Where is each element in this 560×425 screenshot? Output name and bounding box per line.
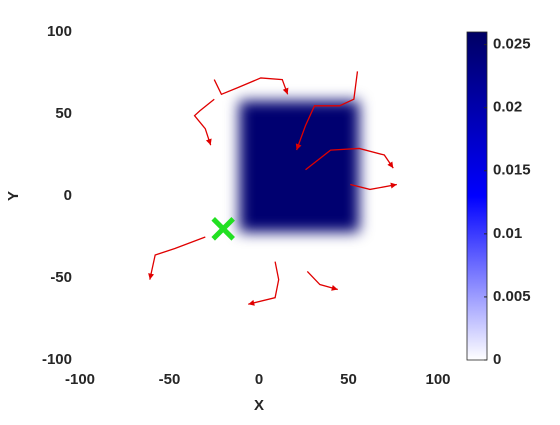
colorbar-tick-label: 0.015 <box>493 162 531 179</box>
trajectory-arrowhead <box>282 87 289 95</box>
trajectory-arrowhead <box>390 182 397 189</box>
colorbar-tick-label: 0.025 <box>493 36 531 53</box>
start-marker <box>211 217 235 241</box>
trajectory <box>193 98 215 146</box>
colorbar-tick-label: 0.005 <box>493 288 531 305</box>
x-tick-label: 0 <box>255 371 263 388</box>
trajectory <box>149 236 206 280</box>
colorbar-tick-label: 0 <box>493 351 501 368</box>
trajectory-arrowhead <box>331 284 338 291</box>
trajectory-arrowhead <box>295 143 302 151</box>
y-tick-label: 50 <box>55 105 72 122</box>
x-tick-label: 50 <box>340 371 357 388</box>
colorbar-tick-label: 0.02 <box>493 99 522 116</box>
colorbar-tick-label: 0.01 <box>493 225 522 242</box>
x-axis-label: X <box>254 397 264 414</box>
y-tick-label: 0 <box>64 187 72 204</box>
trajectory-arrowhead <box>205 138 212 146</box>
x-tick-label: -100 <box>65 371 95 388</box>
x-tick-label: 100 <box>425 371 450 388</box>
trajectory-arrowhead <box>387 161 394 169</box>
y-tick-label: -100 <box>42 351 72 368</box>
x-tick-label: -50 <box>159 371 181 388</box>
trajectory-arrowhead <box>148 273 155 280</box>
colorbar <box>466 31 488 361</box>
trajectory <box>305 147 394 171</box>
y-axis-label: Y <box>5 191 22 201</box>
trajectory <box>248 261 280 305</box>
trajectory <box>213 77 289 96</box>
trajectory <box>306 270 338 291</box>
start-marker-stroke <box>211 217 235 241</box>
y-tick-label: 100 <box>47 23 72 40</box>
trajectory <box>295 71 359 151</box>
y-tick-label: -50 <box>50 269 72 286</box>
trajectory <box>350 183 397 191</box>
density-region <box>239 100 360 233</box>
trajectory-arrowhead <box>248 299 255 306</box>
